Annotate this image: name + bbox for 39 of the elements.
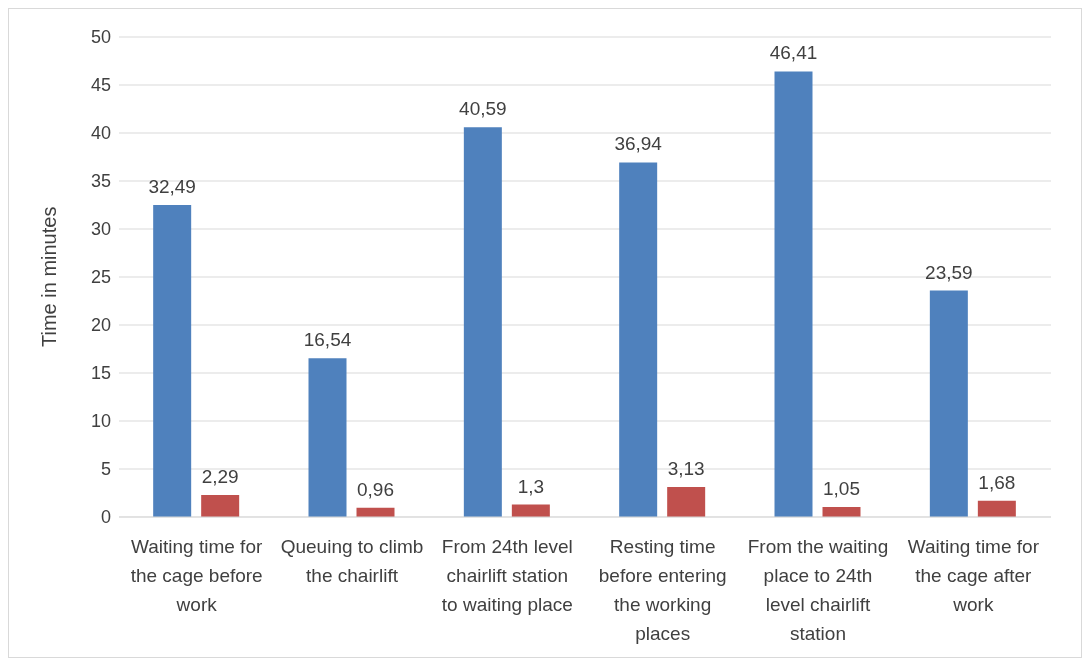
bar [308,358,347,517]
x-tick-label: Waiting time for the cage after work [907,536,1040,615]
data-label: 40,59 [459,98,507,120]
data-label: 3,13 [667,457,705,479]
y-tick-label: 20 [90,315,111,336]
x-tick-label: From 24th level chairlift station to waiting place [441,536,573,615]
y-axis-title: Time in minutes [38,206,61,347]
y-tick-label: 0 [100,507,111,528]
x-tick-label: Waiting time for the cage before work [130,536,263,615]
bar [774,71,813,517]
y-tick-label: 25 [90,267,111,288]
y-tick-label: 10 [90,411,111,432]
bar [153,205,192,517]
x-tick-label: From the waiting place to 24th level chairlift station [747,536,889,644]
y-tick-label: 45 [90,75,111,96]
x-tick-label: Queuing to climb the chairlift [280,536,424,586]
bar [201,495,240,517]
bar [619,162,658,517]
data-label: 0,96 [357,478,394,500]
bar [667,486,706,517]
y-tick-label: 50 [90,27,111,48]
data-label: 1,3 [517,475,545,497]
data-label: 23,59 [925,261,973,283]
data-label: 32,49 [148,176,196,198]
data-label: 46,41 [769,42,818,64]
data-label: 1,68 [978,471,1016,493]
data-label: 16,54 [303,329,352,351]
y-tick-label: 35 [90,171,111,192]
data-label: 1,05 [823,477,860,499]
bar [929,290,968,517]
bar [977,500,1016,517]
y-tick-label: 30 [90,219,111,240]
data-label: 36,94 [614,133,663,155]
y-tick-label: 15 [90,363,111,384]
bar [463,127,502,517]
x-tick-label: Resting time before entering the working places [598,536,727,644]
y-tick-label: 40 [90,123,111,144]
data-label: 2,29 [201,466,239,488]
y-tick-label: 5 [100,459,111,480]
